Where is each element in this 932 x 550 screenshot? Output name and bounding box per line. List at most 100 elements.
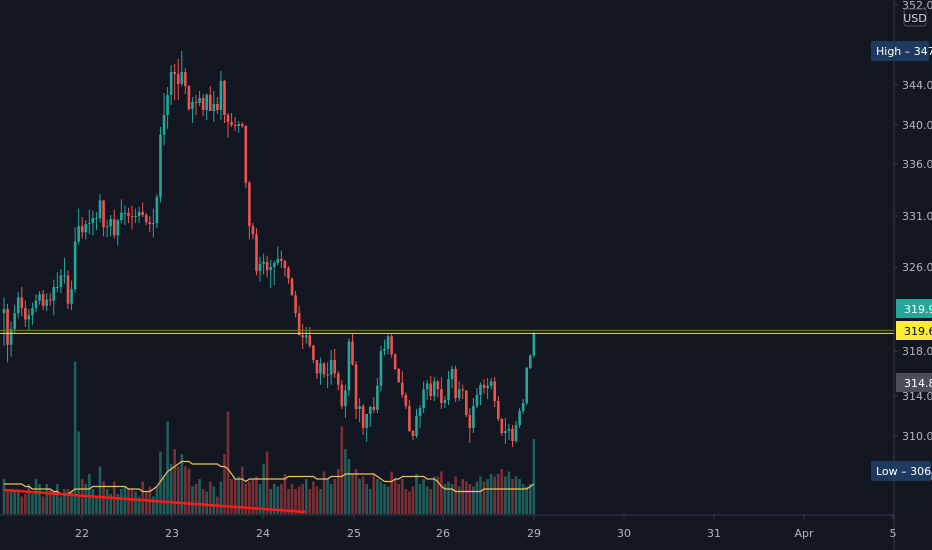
- volume-bar: [180, 454, 184, 514]
- volume-bar: [27, 484, 31, 514]
- volume-bar: [173, 449, 176, 514]
- low-label: Low: [876, 465, 898, 478]
- candle-body: [109, 219, 112, 227]
- volume-bar: [280, 484, 283, 514]
- candle-body: [336, 373, 340, 385]
- price-tick-label: 340.00: [902, 119, 932, 132]
- volume-bar: [237, 476, 240, 514]
- candle-body: [13, 313, 16, 329]
- candle-body: [88, 223, 91, 225]
- candle-body: [137, 211, 141, 216]
- candle-body: [226, 115, 230, 122]
- candle-body: [187, 86, 191, 109]
- candle-body: [532, 333, 536, 356]
- volume-bar: [66, 489, 70, 514]
- volume-bar: [123, 486, 127, 514]
- candle-body: [354, 364, 358, 409]
- volume-bar: [468, 484, 472, 514]
- candle-body: [408, 406, 411, 431]
- volume-bar: [176, 466, 180, 514]
- candle-body: [507, 429, 511, 431]
- candle-body: [390, 336, 393, 355]
- candle-body: [41, 294, 45, 306]
- candle-body: [486, 385, 489, 389]
- volume-bar: [41, 496, 45, 514]
- time-tick-label: Apr: [794, 527, 814, 540]
- volume-bar: [2, 479, 6, 514]
- volume-bar: [450, 484, 454, 514]
- candle-body: [184, 72, 187, 86]
- volume-bar: [415, 474, 418, 514]
- volume-bar: [454, 476, 457, 514]
- volume-bar: [340, 426, 344, 514]
- currency-badge[interactable]: USD: [903, 8, 927, 27]
- candle-body: [432, 381, 436, 396]
- price-tag-last: 319.95: [896, 299, 932, 318]
- candle-body: [141, 211, 144, 215]
- candle-body: [511, 429, 514, 441]
- candle-body: [376, 385, 379, 410]
- volume-bar: [34, 479, 38, 514]
- volume-bar: [514, 476, 518, 514]
- candle-body: [475, 394, 479, 406]
- candle-body: [312, 345, 315, 360]
- candle-body: [123, 212, 127, 214]
- candle-body: [98, 200, 102, 219]
- candle-body: [66, 275, 70, 304]
- volume-bar: [251, 479, 255, 514]
- volume-bar: [344, 449, 347, 514]
- candle-body: [6, 309, 9, 345]
- candle-body: [208, 95, 212, 111]
- volume-bar: [244, 484, 248, 514]
- volume-bar: [272, 484, 276, 514]
- candle-body: [24, 307, 27, 320]
- candle-body: [347, 341, 351, 391]
- volume-bar: [152, 496, 155, 514]
- volume-bar: [351, 474, 354, 514]
- volume-bar: [91, 489, 95, 514]
- volume-bar: [59, 496, 63, 514]
- volume-bar: [63, 489, 66, 514]
- candle-body: [447, 379, 450, 400]
- price-tick-label: 331.00: [902, 210, 932, 223]
- candle-body: [159, 134, 162, 198]
- price-tick-label: 336.00: [902, 158, 932, 171]
- volume-bar: [429, 489, 433, 514]
- candle-body: [20, 297, 24, 308]
- volume-bar: [105, 489, 109, 514]
- candle-body: [144, 214, 148, 223]
- candle-body: [411, 431, 415, 436]
- candle-body: [489, 381, 493, 386]
- candle-body: [38, 294, 41, 301]
- trend-line[interactable]: [3, 488, 306, 514]
- candle-body: [365, 414, 369, 428]
- volume-bar: [511, 479, 514, 514]
- candle-body: [294, 295, 297, 314]
- candle-body: [525, 367, 529, 403]
- candle-body: [521, 403, 525, 411]
- volume-bar: [347, 459, 351, 514]
- candle-body: [383, 348, 386, 351]
- volume-bar: [336, 469, 340, 514]
- volume-bar: [116, 494, 120, 514]
- volume-bar: [287, 489, 290, 514]
- candle-body: [372, 407, 376, 410]
- candle-body: [457, 389, 461, 398]
- candle-body: [116, 220, 120, 236]
- volume-bar: [205, 491, 208, 514]
- volume-bar: [507, 471, 511, 514]
- candle-body: [393, 354, 397, 369]
- candle-body: [70, 289, 73, 304]
- candle-body: [237, 124, 240, 126]
- candle-body: [301, 335, 305, 338]
- volume-bar: [70, 491, 73, 514]
- volume-bar: [265, 451, 269, 514]
- volume-bar: [397, 484, 401, 514]
- candle-body: [180, 72, 184, 84]
- volume-bar: [9, 489, 13, 514]
- candle-body: [422, 389, 425, 408]
- volume-bar: [184, 466, 187, 514]
- candle-body: [464, 390, 468, 415]
